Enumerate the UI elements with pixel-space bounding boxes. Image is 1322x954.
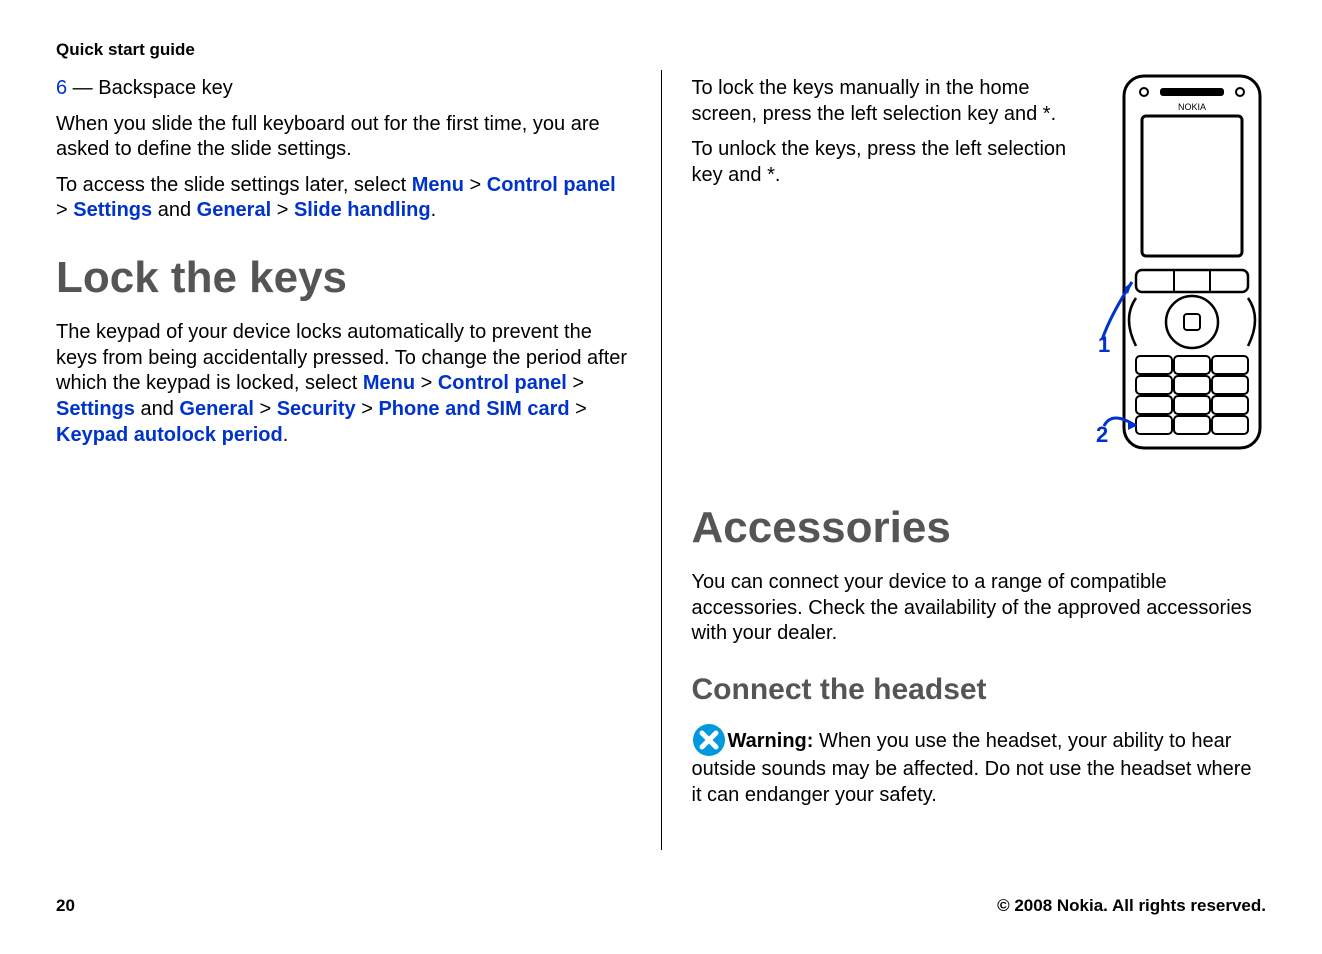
slide-path-intro: To access the slide settings later, sele… [56,174,412,196]
warning-label: Warning: [728,730,814,752]
column-divider [661,70,662,850]
svg-text:1: 1 [1098,332,1110,357]
autolock-link: Keypad autolock period [56,424,283,446]
settings-link: Settings [56,398,135,420]
general-link: General [179,398,253,420]
right-column: NOKIA 1 2 To lock the keys manually in t… [674,70,1267,850]
settings-link: Settings [73,199,152,221]
phone-illustration-icon: NOKIA 1 2 [1096,70,1266,456]
lock-keys-heading: Lock the keys [56,250,631,306]
control-panel-link: Control panel [487,174,616,196]
general-link: General [197,199,271,221]
menu-link: Menu [412,174,464,196]
warning-icon [692,723,726,757]
copyright: © 2008 Nokia. All rights reserved. [997,896,1266,916]
svg-text:NOKIA: NOKIA [1178,102,1206,112]
phone-figure: NOKIA 1 2 [1096,70,1266,464]
backspace-line: 6 — Backspace key [56,76,631,102]
security-link: Security [277,398,356,420]
running-head: Quick start guide [56,40,1266,60]
page-number: 20 [56,896,75,916]
slide-intro: When you slide the full keyboard out for… [56,112,631,163]
content-columns: 6 — Backspace key When you slide the ful… [56,70,1266,850]
accessories-body: You can connect your device to a range o… [692,570,1267,647]
accessories-heading: Accessories [692,500,1267,556]
svg-text:2: 2 [1096,422,1108,447]
callout-number: 6 [56,77,67,99]
control-panel-link: Control panel [438,372,567,394]
warning-paragraph: Warning: When you use the headset, your … [692,723,1267,808]
slide-path: To access the slide settings later, sele… [56,173,631,224]
page-footer: 20 © 2008 Nokia. All rights reserved. [56,896,1266,916]
menu-link: Menu [363,372,415,394]
phone-sim-link: Phone and SIM card [378,398,569,420]
page: Quick start guide 6 — Backspace key When… [0,0,1322,954]
left-column: 6 — Backspace key When you slide the ful… [56,70,649,850]
connect-headset-heading: Connect the headset [692,671,1267,709]
backspace-label: — Backspace key [67,77,233,99]
slide-handling-link: Slide handling [294,199,431,221]
and-text: and [135,398,179,420]
lock-path: The keypad of your device locks automati… [56,320,631,448]
and-text: and [152,199,196,221]
